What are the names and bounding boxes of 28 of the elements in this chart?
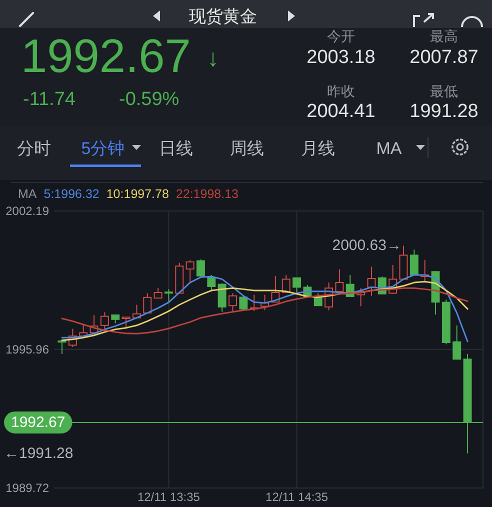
text: -11.74 bbox=[23, 89, 76, 110]
text: 2003.18 bbox=[306, 47, 376, 68]
text: 5分钟 bbox=[81, 139, 125, 158]
annotation: ←1991.28 bbox=[4, 444, 74, 462]
x-tick-label: 12/11 14:35 bbox=[266, 490, 328, 504]
text: ↓ bbox=[207, 45, 219, 72]
y-tick-label: 2002.19 bbox=[6, 204, 50, 218]
text: 1992.67 bbox=[21, 29, 191, 82]
text: 2007.87 bbox=[410, 47, 478, 68]
text: 月线 bbox=[301, 139, 335, 158]
text: 2004.41 bbox=[306, 101, 376, 122]
legend: MA 5:1996.32 10:1997.78 22:1998.13 bbox=[18, 187, 238, 201]
text: 最高 bbox=[430, 28, 458, 44]
y-tick-label: 1995.96 bbox=[6, 342, 50, 356]
text: MA bbox=[376, 139, 402, 158]
y-tick-label: 1989.72 bbox=[6, 481, 50, 495]
text: 今开 bbox=[327, 28, 355, 44]
text: 周线 bbox=[230, 139, 264, 158]
text: 昨收 bbox=[327, 83, 355, 99]
text: 分时 bbox=[17, 139, 51, 158]
text: -0.59% bbox=[119, 89, 180, 110]
annotation: 2000.63→ bbox=[332, 237, 402, 254]
text: 1991.28 bbox=[410, 101, 478, 122]
text: 日线 bbox=[159, 139, 193, 158]
chart-title: 现货黄金 bbox=[189, 7, 257, 26]
text: 最低 bbox=[430, 83, 458, 99]
ref-line-label: 1992.67 bbox=[11, 414, 66, 431]
x-tick-label: 12/11 13:35 bbox=[137, 490, 200, 504]
